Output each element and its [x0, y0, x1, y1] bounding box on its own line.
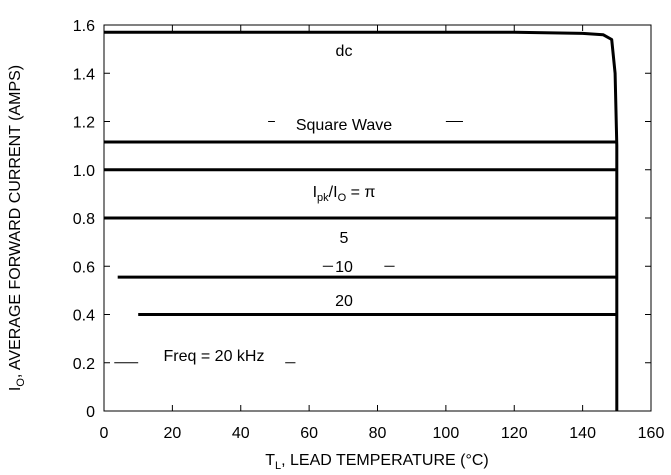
series-line [104, 30, 619, 411]
y-tick-label: 1.2 [73, 115, 95, 132]
x-tick-label: 40 [232, 425, 250, 442]
y-tick-label: 1.0 [73, 163, 95, 180]
y-tick-label: 0.4 [73, 308, 95, 325]
annotation-twenty: 20 [335, 293, 353, 310]
annotation-layer: dc Square Wave Ipk/IO = π 5 10 20 Freq = 20 kH… [114, 43, 463, 365]
y-tick-label: 0 [86, 404, 95, 421]
x-tick-label: 80 [369, 425, 387, 442]
y-tick-label: 1.6 [73, 18, 95, 35]
y-axis-title: IO, AVERAGE FORWARD CURRENT (AMPS) [7, 65, 27, 391]
annotation-freq: Freq = 20 kHz [164, 348, 265, 365]
y-tick-label: 0.8 [73, 211, 95, 228]
annotation-ratio: Ipk/IO = π [313, 184, 376, 204]
x-tick-label: 60 [300, 425, 318, 442]
y-tick-label: 0.2 [73, 356, 95, 373]
x-tick-label: 120 [501, 425, 528, 442]
x-tick-label: 0 [100, 425, 109, 442]
x-tick-label: 140 [569, 425, 596, 442]
frame-layer [103, 24, 652, 412]
plot-frame [103, 24, 652, 412]
label-layer: 0 20 40 60 80 100 120 140 160 0 0.2 0.4 0.6 0.8 1.0 1.2… [7, 18, 664, 472]
x-tick-label: 160 [638, 425, 665, 442]
annotation-dc: dc [336, 43, 353, 60]
x-axis-title: TL, LEAD TEMPERATURE (°C) [265, 452, 489, 472]
annotation-square-wave: Square Wave [296, 117, 392, 134]
y-tick-label: 0.6 [73, 259, 95, 276]
annotation-five: 5 [340, 230, 349, 247]
annotation-ten: 10 [335, 259, 353, 276]
y-tick-label: 1.4 [73, 66, 95, 83]
series-layer [104, 30, 619, 411]
x-tick-label: 100 [433, 425, 460, 442]
x-tick-label: 20 [163, 425, 181, 442]
